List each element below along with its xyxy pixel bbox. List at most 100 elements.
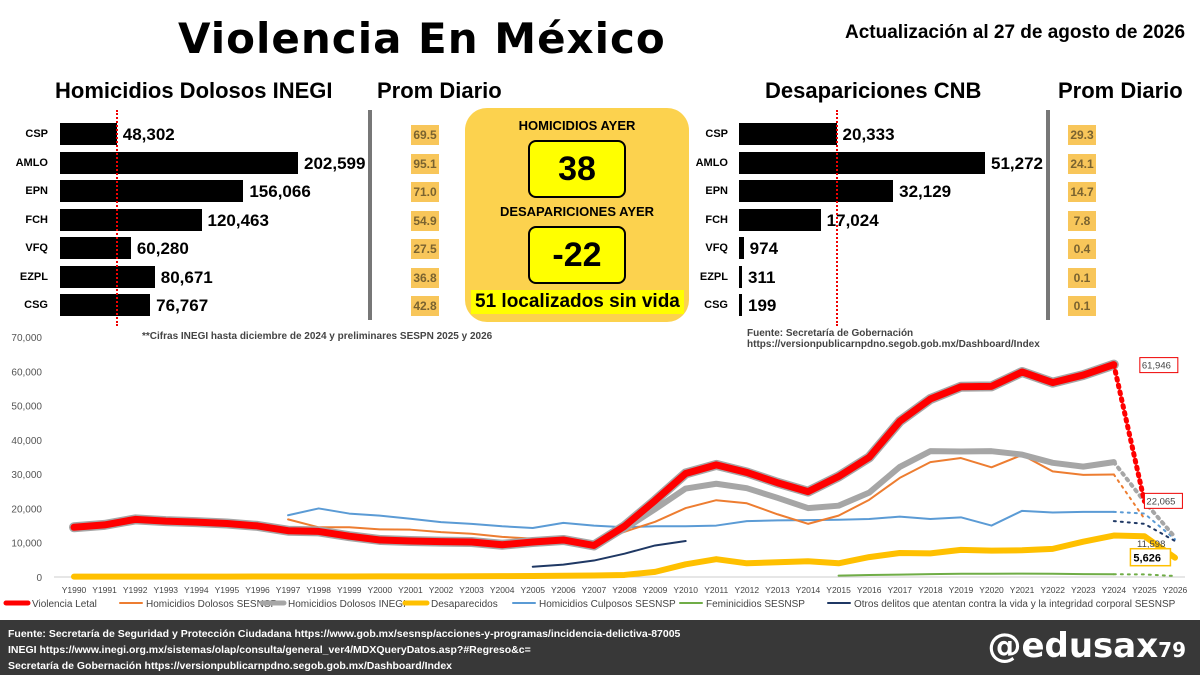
x-tick-label: Y2024 [1102,585,1127,595]
homicidios-value: 156,066 [249,182,311,201]
series-line [71,532,1178,580]
x-tick-label: Y2025 [1132,585,1157,595]
series-projection [1111,362,1147,504]
desapariciones-ayer-label: DESAPARICIONES AYER [499,204,655,219]
x-tick-label: Y2007 [582,585,607,595]
y-tick-label: 30,000 [11,470,42,481]
footer-source-inegi: INEGI https://www.inegi.org.mx/sistemas/… [8,644,531,656]
desapariciones-value: 974 [749,239,779,258]
homicidios-avg: 36.8 [411,267,439,288]
homicidios-value: 80,671 [160,267,213,287]
homicidios-avg: 69.5 [411,125,439,145]
x-tick-label: Y2002 [429,585,454,595]
desapariciones-value: 311 [748,267,776,287]
desapariciones-value: 17,024 [826,210,879,230]
x-tick-label: Y2023 [1071,585,1096,595]
x-tick-label: Y2017 [887,585,912,595]
x-tick-label: Y1996 [245,585,270,595]
violence-line-chart: 0 10,000 20,000 30,000 40,000 50,000 60,000 70,… [3,333,1188,610]
x-tick-label: Y2021 [1010,585,1035,595]
homicidios-avg-title: Prom Diario [377,78,502,103]
x-tick-label: Y2014 [796,585,821,595]
desapariciones-label: AMLO [695,156,728,169]
desapariciones-ayer-value: -22 [528,226,626,284]
desapariciones-avg: 7.8 [1068,210,1096,231]
homicidios-bar [60,123,117,145]
homicidios-bar [60,265,155,288]
separator [368,110,372,320]
x-tick-label: Y1998 [306,585,331,595]
x-tick-label: Y1991 [92,585,117,595]
desapariciones-label: EPN [705,185,728,197]
y-tick-label: 10,000 [11,539,42,550]
desapariciones-value: 32,129 [899,182,952,201]
legend-label: Desaparecidos [431,599,498,610]
desapariciones-bar [739,237,744,259]
author-handle-suffix: 79 [1158,638,1186,662]
series-line [837,572,1115,577]
homicidios-avg: 27.5 [411,239,439,259]
homicidios-label: CSP [25,128,48,140]
x-tick-label: Y2012 [735,585,760,595]
desapariciones-bar [739,123,837,145]
homicidios-label: FCH [25,213,48,226]
homicidios-label: EPN [25,185,48,197]
desapariciones-bar [739,180,894,202]
homicidios-bar [60,151,298,174]
x-tick-label: Y2006 [551,585,576,595]
x-tick-label: Y2026 [1163,585,1188,595]
x-tick-label: Y2000 [368,585,393,595]
localizados-label: 51 localizados sin vida [471,290,684,314]
x-tick-label: Y1997 [276,585,301,595]
homicidios-label: VFQ [25,242,48,254]
homicidios-bar [60,294,151,316]
data-label-box [1143,492,1183,509]
desapariciones-bar [739,265,742,288]
x-tick-label: Y2005 [520,585,545,595]
desapariciones-label: CSP [705,128,728,140]
homicidios-avg: 71.0 [411,182,439,202]
legend-label: Otros delitos que atentan contra la vida… [854,599,1176,610]
y-tick-label: 0 [36,573,42,584]
x-tick-label: Y1999 [337,585,362,595]
homicidios-note: **Cifras INEGI hasta diciembre de 2024 y… [142,331,493,342]
series-projection [1112,520,1176,542]
x-tick-label: Y2016 [857,585,882,595]
data-label: 22,065 [1146,496,1175,507]
desapariciones-value: 51,272 [991,153,1043,173]
desapariciones-avg: 0.1 [1068,267,1096,288]
homicidios-label: AMLO [15,156,48,169]
homicidios-value: 120,463 [207,210,269,230]
y-tick-label: 20,000 [11,504,42,515]
desapariciones-label: EZPL [699,270,728,283]
homicidios-label: CSG [24,299,48,311]
homicidios-label: EZPL [19,270,48,283]
series-line [71,448,1117,550]
homicidios-bar [60,208,202,231]
homicidios-value: 202,599 [304,153,366,173]
y-tick-label: 50,000 [11,402,42,413]
legend-label: Homicidios Culposos SESNSP [539,599,676,610]
x-tick-label: Y1992 [123,585,148,595]
homicidios-bar [60,237,131,259]
desapariciones-title: Desapariciones CNB [765,78,982,103]
x-tick-label: Y2004 [490,585,515,595]
x-tick-label: Y2009 [643,585,668,595]
y-tick-label: 70,000 [11,333,42,344]
data-label: 61,946 [1142,361,1171,372]
homicidios-value: 60,280 [136,239,189,258]
page-title: Violencia En México [178,14,666,63]
homicidios-title: Homicidios Dolosos INEGI [55,78,333,103]
homicidios-ayer-value: 38 [528,140,626,198]
homicidios-value: 48,302 [122,125,175,144]
x-tick-label: Y2011 [704,585,728,595]
desapariciones-bar [739,208,821,231]
homicidios-avg: 95.1 [411,153,439,174]
series-projection [1112,473,1146,520]
desapariciones-label: VFQ [705,242,728,254]
series-projection [1112,573,1176,577]
data-label: 11,598 [1137,539,1165,550]
data-label-box [1139,357,1179,374]
desapariciones-value: 199 [748,296,777,315]
x-tick-label: Y2020 [979,585,1004,595]
